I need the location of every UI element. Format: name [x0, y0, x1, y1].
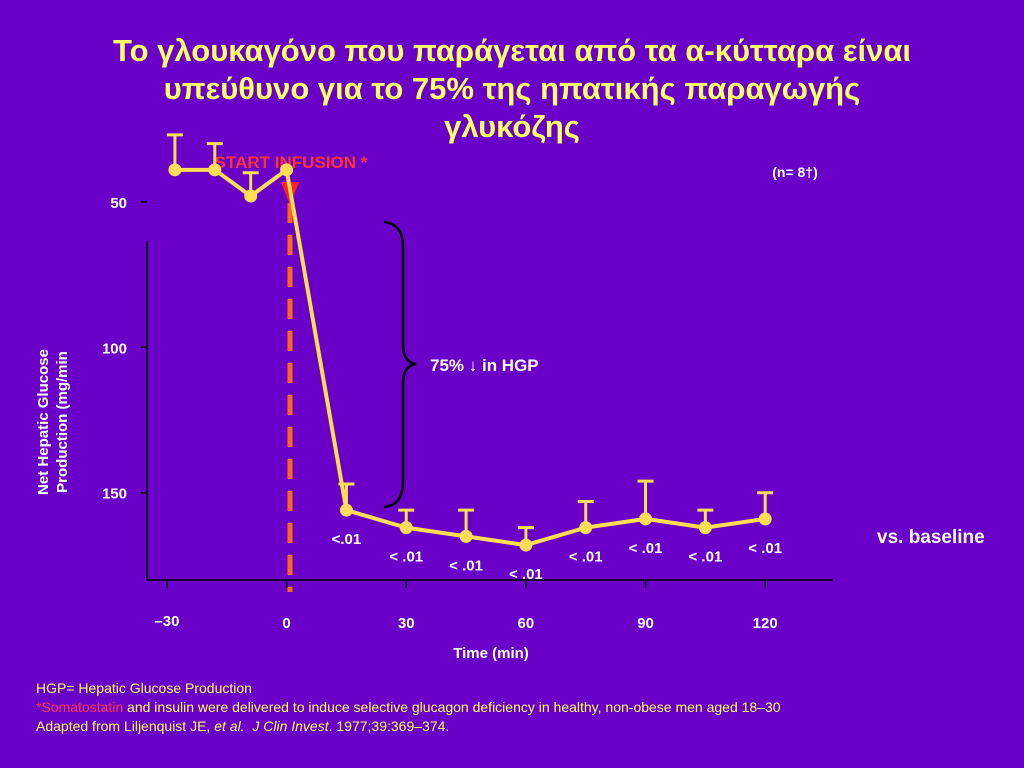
footnote-citation: Adapted from Liljenquist JE, et al. J Cl…	[36, 717, 781, 736]
n-label: (n= 8†)	[772, 164, 818, 180]
y-axis-title-line: Production (mg/min	[54, 351, 71, 493]
y-tick-label: 150	[102, 486, 127, 503]
footnote-marker: *Somatostatin	[36, 699, 124, 715]
footnote-somatostatin: *Somatostatin and insulin were delivered…	[36, 698, 781, 717]
footnotes: HGP= Hepatic Glucose Production *Somatos…	[36, 679, 781, 736]
data-point	[758, 512, 772, 526]
y-tick-label: 50	[110, 195, 127, 212]
p-value-label: < .01	[748, 540, 782, 557]
data-point	[399, 521, 413, 535]
data-point	[168, 163, 182, 177]
x-tick-label: 0	[282, 615, 290, 632]
citation-prefix: Adapted from Liljenquist JE,	[36, 718, 215, 734]
p-value-label: < .01	[569, 549, 603, 566]
footnote-somatostatin-text: and insulin were delivered to induce sel…	[123, 699, 781, 715]
data-point	[244, 189, 258, 203]
y-tick-label: 100	[102, 340, 127, 357]
infusion-label: START INFUSION *	[215, 153, 368, 172]
citation-journal: J Clin Invest	[252, 718, 329, 734]
p-value-label: <.01	[332, 531, 362, 548]
citation-etal: et al.	[214, 718, 245, 734]
data-point	[280, 163, 294, 177]
x-axis-title: Time (min)	[453, 645, 529, 662]
x-tick-label: –30	[154, 613, 179, 630]
title-line: υπεύθυνο για το 75% της ηπατικής παραγωγ…	[163, 71, 861, 106]
vs-baseline-label: vs. baseline	[877, 527, 985, 548]
title-line: γλυκόζης	[444, 109, 580, 144]
p-value-label: < .01	[629, 540, 663, 557]
x-tick-label: 120	[753, 615, 778, 632]
y-axis-title-line: Net Hepatic Glucose	[35, 349, 52, 495]
x-tick-label: 60	[518, 615, 535, 632]
p-value-label: < .01	[509, 566, 543, 583]
footnote-hgp-text: HGP= Hepatic Glucose Production	[36, 680, 252, 696]
p-value-label: < .01	[688, 549, 722, 566]
y-axis-title: Net Hepatic Glucose Production (mg/min	[35, 349, 71, 495]
data-point	[519, 538, 533, 552]
footnote-hgp: HGP= Hepatic Glucose Production	[36, 679, 781, 698]
slide-title: Το γλουκαγόνο που παράγεται από τα α-κύτ…	[0, 32, 1024, 146]
citation-rest: . 1977;39:369–374.	[328, 718, 450, 734]
data-point	[698, 521, 712, 535]
x-tick-label: 30	[398, 615, 415, 632]
p-value-label: < .01	[389, 549, 423, 566]
x-tick-label: 90	[637, 615, 654, 632]
reduction-brace	[383, 220, 417, 509]
data-point	[579, 521, 593, 535]
data-point	[339, 503, 353, 517]
title-line: Το γλουκαγόνο που παράγεται από τα α-κύτ…	[112, 33, 912, 68]
data-point	[208, 163, 222, 177]
series-line	[174, 167, 766, 548]
p-value-label: < .01	[449, 557, 483, 574]
reduction-label: 75% ↓ in HGP	[430, 356, 539, 375]
data-point	[639, 512, 653, 526]
data-point	[459, 529, 473, 543]
